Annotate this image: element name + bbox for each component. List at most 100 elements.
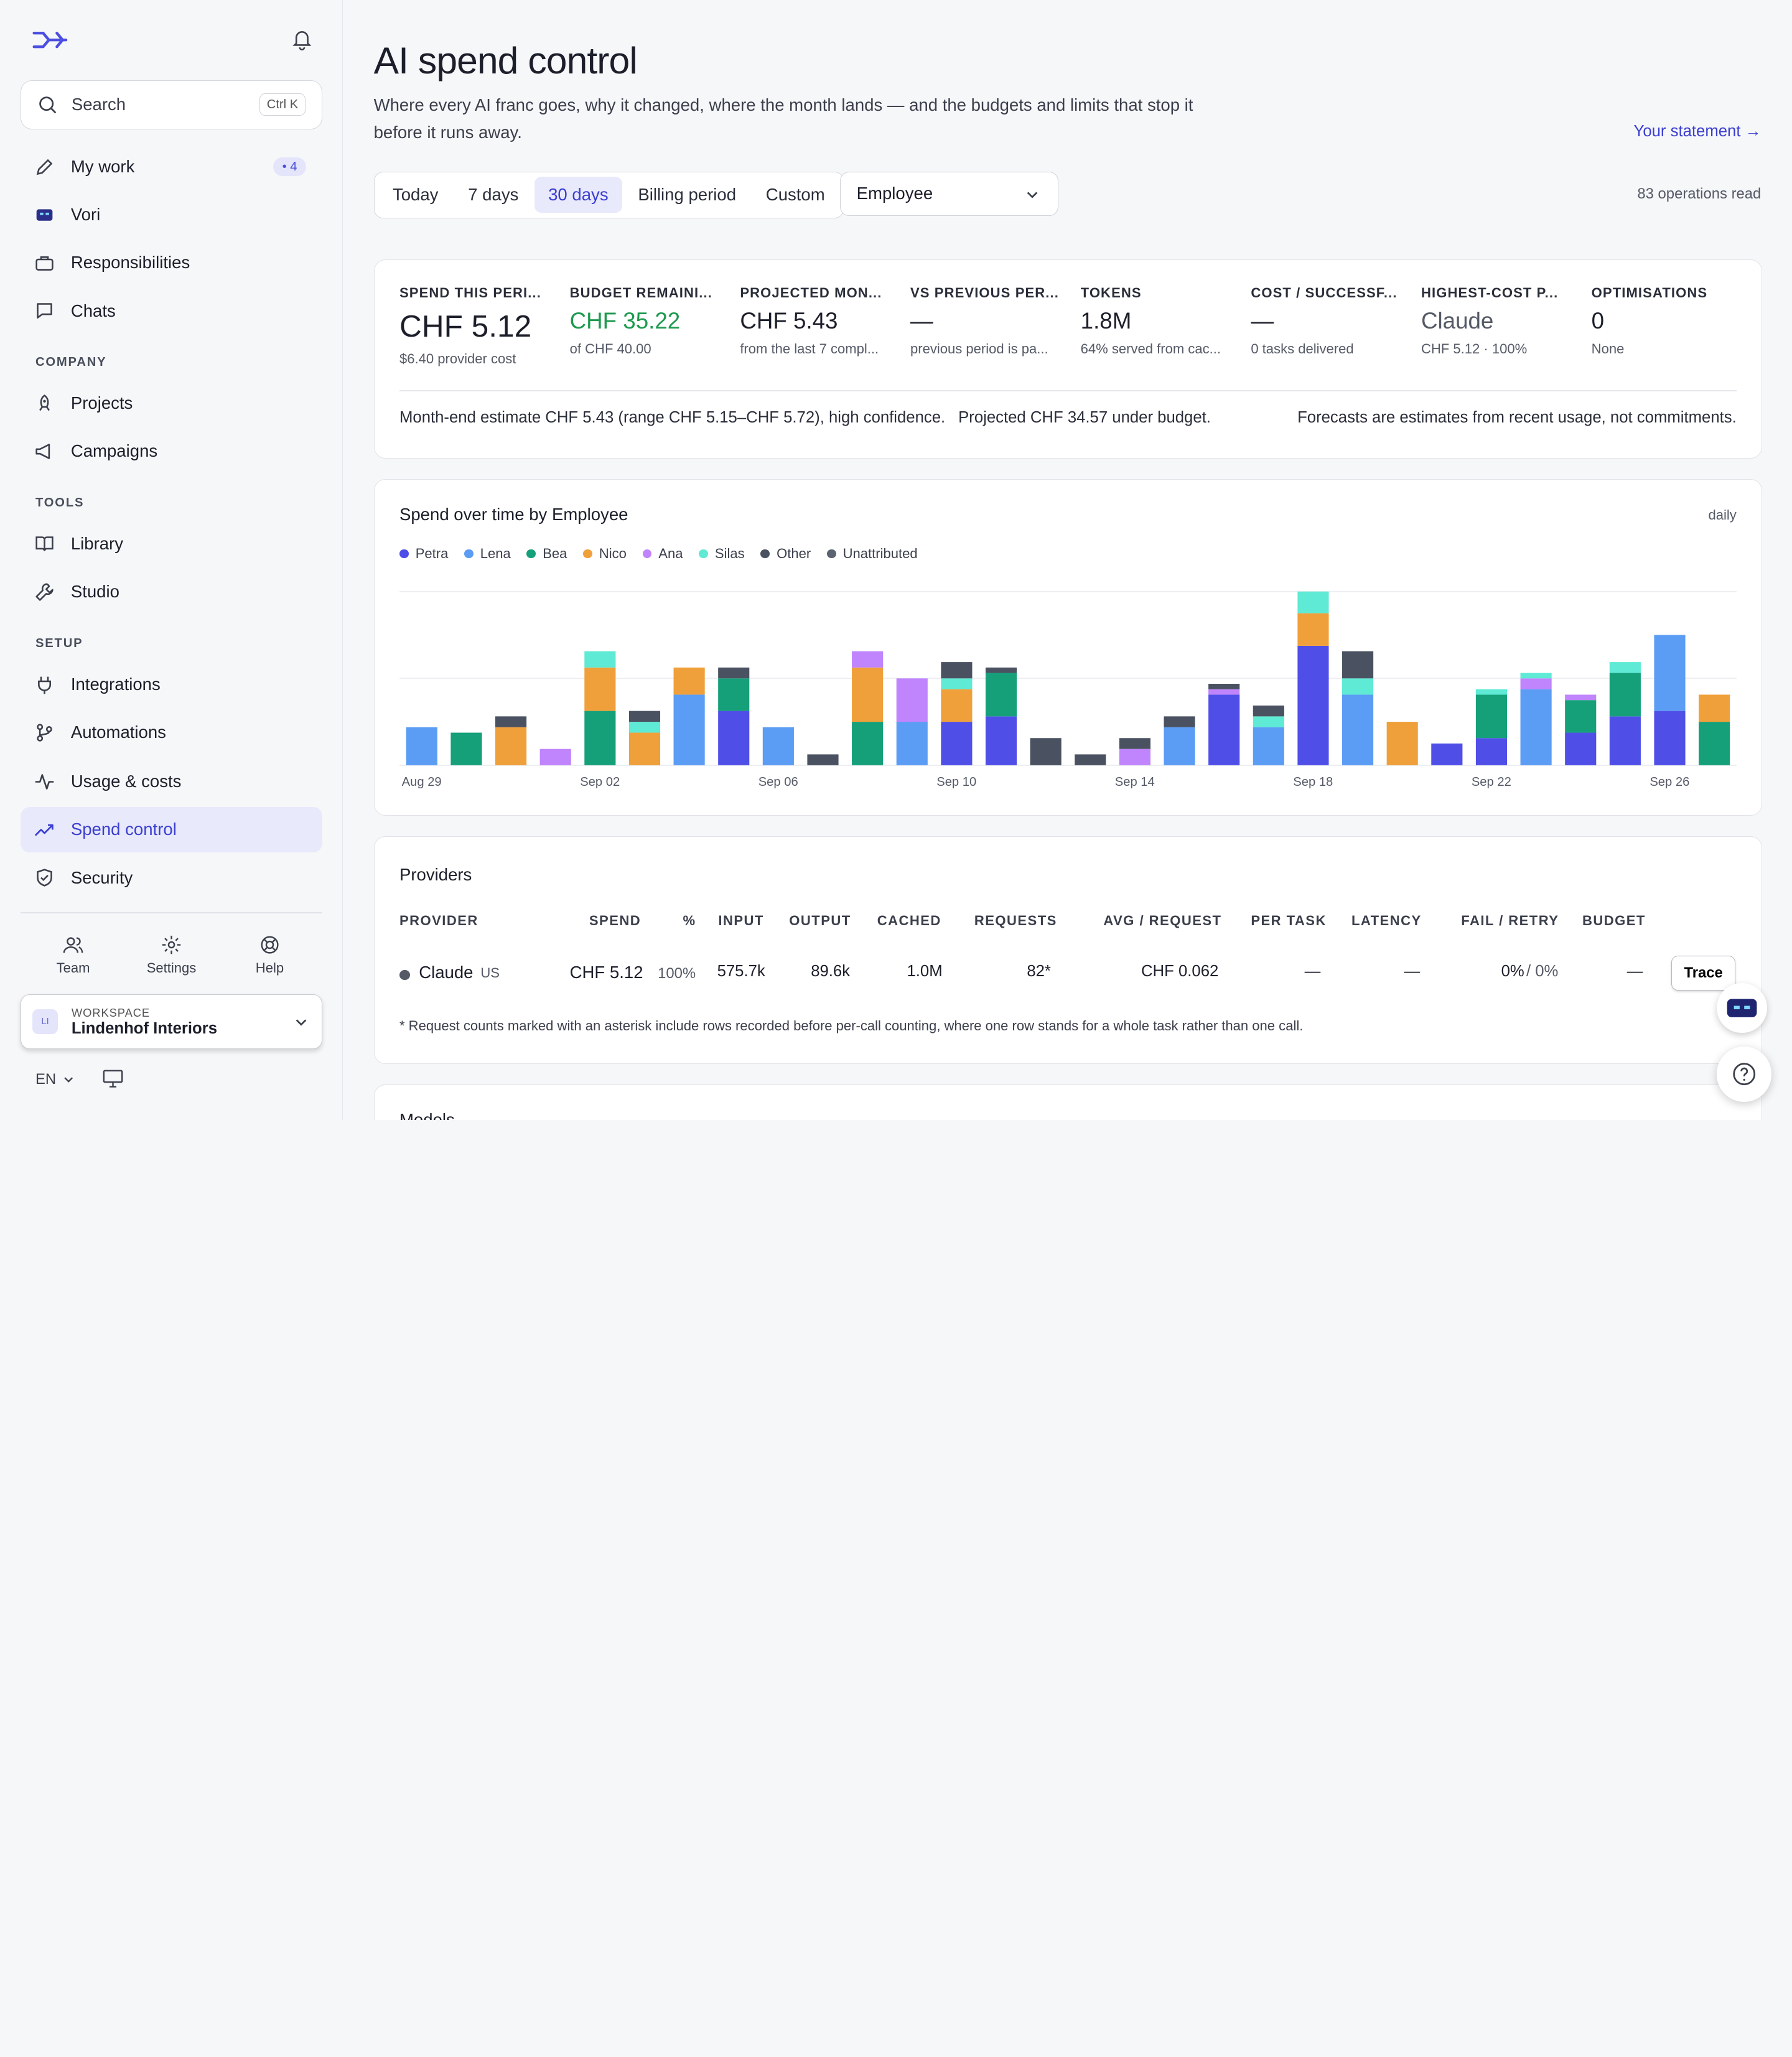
bar-segment[interactable] [1164,727,1195,765]
nav-spend-control[interactable]: Spend control [21,806,322,853]
bar-segment[interactable] [1297,613,1329,646]
bar-segment[interactable] [1475,689,1508,695]
bar-segment[interactable] [584,711,616,765]
nav-automations[interactable]: Automations [21,710,322,755]
help-button[interactable]: Help [224,935,315,976]
bar-segment[interactable] [852,721,884,765]
bar-segment[interactable] [1075,754,1106,765]
range-billing-period[interactable]: Billing period [638,185,737,205]
nav-usage-costs[interactable]: Usage & costs [21,759,322,805]
app-logo-icon[interactable] [32,27,68,52]
bar-segment[interactable] [495,727,527,765]
nav-vori[interactable]: Vori [21,192,322,238]
bar-segment[interactable] [1342,651,1374,679]
legend-item[interactable]: Other [760,546,811,562]
bar-segment[interactable] [1654,711,1686,765]
bell-icon[interactable] [291,27,314,50]
bar-segment[interactable] [584,667,616,711]
nav-responsibilities[interactable]: Responsibilities [21,240,322,286]
range-custom[interactable]: Custom [765,185,825,205]
bar-segment[interactable] [628,732,661,765]
bar-segment[interactable] [1520,678,1552,689]
bar-segment[interactable] [1119,749,1150,765]
bar-segment[interactable] [1297,591,1329,613]
bar-segment[interactable] [1654,635,1686,711]
bar-segment[interactable] [1253,705,1284,717]
bar-segment[interactable] [1208,694,1240,765]
bar-segment[interactable] [941,678,973,689]
bar-segment[interactable] [941,721,973,765]
bar-segment[interactable] [896,678,928,722]
bar-segment[interactable] [718,678,750,711]
bar-segment[interactable] [1342,694,1374,765]
bar-segment[interactable] [406,727,437,765]
range-7-days[interactable]: 7 days [468,185,519,205]
legend-item[interactable]: Lena [464,546,511,562]
search-box[interactable]: Search Ctrl K [21,80,322,129]
range-today[interactable]: Today [392,185,439,205]
nav-chats[interactable]: Chats [21,288,322,334]
bar-segment[interactable] [539,749,571,765]
legend-item[interactable]: Unattributed [826,546,918,562]
nav-my-work[interactable]: My work • 4 [21,144,322,189]
bar-segment[interactable] [718,711,750,765]
bar-segment[interactable] [985,667,1017,673]
bar-segment[interactable] [1609,716,1641,765]
legend-item[interactable]: Silas [699,546,745,562]
nav-integrations[interactable]: Integrations [21,661,322,707]
bar-segment[interactable] [1520,673,1552,679]
team-button[interactable]: Team [27,935,119,976]
bar-segment[interactable] [1253,727,1284,765]
bar-segment[interactable] [1208,683,1240,689]
bar-segment[interactable] [852,667,884,722]
bar-segment[interactable] [1475,738,1508,765]
bar-segment[interactable] [762,727,794,765]
bar-segment[interactable] [1520,689,1552,765]
bar-segment[interactable] [1253,716,1284,727]
language-selector[interactable]: EN [35,1071,75,1088]
bar-segment[interactable] [450,732,482,765]
bar-segment[interactable] [673,667,705,695]
bar-segment[interactable] [1030,738,1062,765]
bar-segment[interactable] [628,721,661,733]
bar-segment[interactable] [584,651,616,668]
bar-segment[interactable] [1565,694,1597,701]
bar-segment[interactable] [718,667,750,679]
nav-studio[interactable]: Studio [21,569,322,615]
bar-segment[interactable] [1609,673,1641,717]
trace-button[interactable]: Trace [1671,956,1736,991]
legend-item[interactable]: Nico [583,546,627,562]
legend-item[interactable]: Petra [399,546,448,562]
bar-segment[interactable] [1164,716,1195,727]
bar-segment[interactable] [807,754,839,765]
bar-segment[interactable] [628,711,661,722]
bar-segment[interactable] [941,689,973,722]
statement-link[interactable]: Your statement → [1633,122,1762,140]
legend-item[interactable]: Bea [526,546,567,562]
bar-segment[interactable] [1386,721,1418,765]
bar-segment[interactable] [1565,700,1597,733]
bar-segment[interactable] [1119,738,1150,749]
settings-button[interactable]: Settings [126,935,217,976]
group-by-select[interactable]: Employee [839,171,1058,217]
bar-segment[interactable] [1208,689,1240,695]
bar-segment[interactable] [1342,678,1374,695]
bar-segment[interactable] [852,651,884,668]
bar-segment[interactable] [1609,661,1641,673]
bar-segment[interactable] [495,716,527,727]
bar-segment[interactable] [896,721,928,765]
nav-projects[interactable]: Projects [21,381,322,426]
range-30-days[interactable]: 30 days [534,177,622,213]
nav-security[interactable]: Security [21,855,322,900]
help-fab[interactable] [1716,1047,1771,1102]
bar-segment[interactable] [1699,694,1730,722]
bar-segment[interactable] [1475,694,1508,739]
bar-segment[interactable] [1565,732,1597,765]
assistant-launcher[interactable] [1716,982,1767,1033]
nav-campaigns[interactable]: Campaigns [21,429,322,474]
legend-item[interactable]: Ana [642,546,683,562]
workspace-switcher[interactable]: LI WORKSPACE Lindenhof Interiors [21,994,322,1050]
bar-segment[interactable] [985,716,1017,765]
nav-library[interactable]: Library [21,521,322,567]
bar-segment[interactable] [1699,721,1730,765]
